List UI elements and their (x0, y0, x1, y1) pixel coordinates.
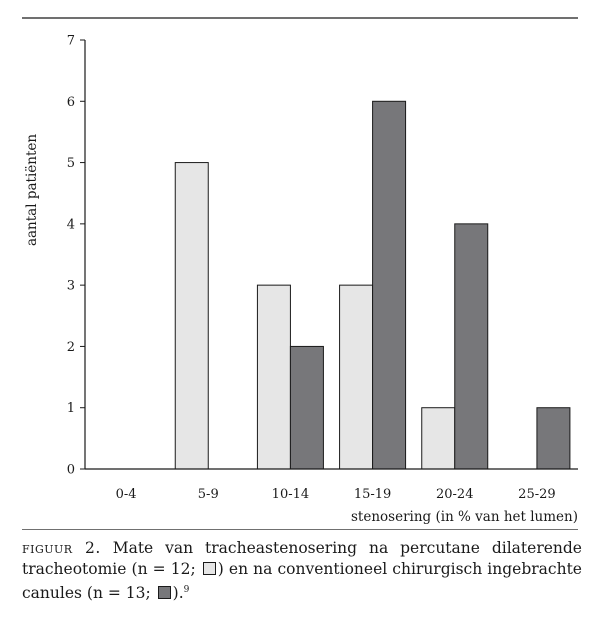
y-tick-label: 3 (67, 279, 75, 294)
dark-swatch-icon (157, 586, 171, 600)
caption-text-1: Mate van tracheastenosering na percutane… (22, 539, 582, 578)
x-tick-label: 10-14 (272, 487, 309, 502)
x-tick-label: 15-19 (354, 487, 391, 502)
bars (174, 100, 571, 470)
light-bar-10-14 (256, 284, 291, 470)
caption-text-3: ). (172, 584, 184, 603)
figure-caption: figuur 2. Mate van tracheastenosering na… (22, 538, 582, 604)
y-axis-label: aantal patiënten (24, 134, 40, 246)
dark-bar-20-24 (454, 223, 489, 470)
figure-label: figuur 2. (22, 539, 101, 557)
y-tick-label: 6 (67, 95, 75, 110)
y-tick-label: 4 (67, 217, 75, 232)
light-bar-15-19 (339, 284, 374, 470)
reference-number: 9 (183, 585, 190, 595)
caption-text-2: ) en na conventioneel chirurgisch ingebr… (22, 560, 582, 603)
dark-bar-10-14 (289, 345, 324, 470)
dark-bar-15-19 (372, 100, 407, 470)
axes: 0 1 2 3 4 5 6 7 0-4 5-9 10-14 15-19 20-24 25-29 (67, 34, 578, 502)
dark-bar-25-29 (536, 407, 571, 470)
x-tick-label: 25-29 (518, 487, 555, 502)
x-tick-label: 20-24 (436, 487, 473, 502)
x-axis-label: stenosering (in % van het lumen) (351, 509, 578, 525)
light-swatch-icon (202, 562, 216, 575)
bar-chart: 0 1 2 3 4 5 6 7 0-4 5-9 10-14 15-19 20-24 25-29 aanta… (22, 17, 578, 530)
y-tick-label: 7 (67, 34, 75, 49)
y-tick-label: 0 (67, 463, 75, 478)
y-tick-label: 2 (67, 340, 75, 355)
light-bar-20-24 (421, 407, 456, 470)
x-tick-label: 5-9 (198, 487, 219, 502)
x-tick-label: 0-4 (116, 487, 137, 502)
light-bar-5-9 (174, 162, 209, 470)
y-tick-label: 5 (67, 156, 75, 171)
y-tick-label: 1 (67, 401, 75, 416)
